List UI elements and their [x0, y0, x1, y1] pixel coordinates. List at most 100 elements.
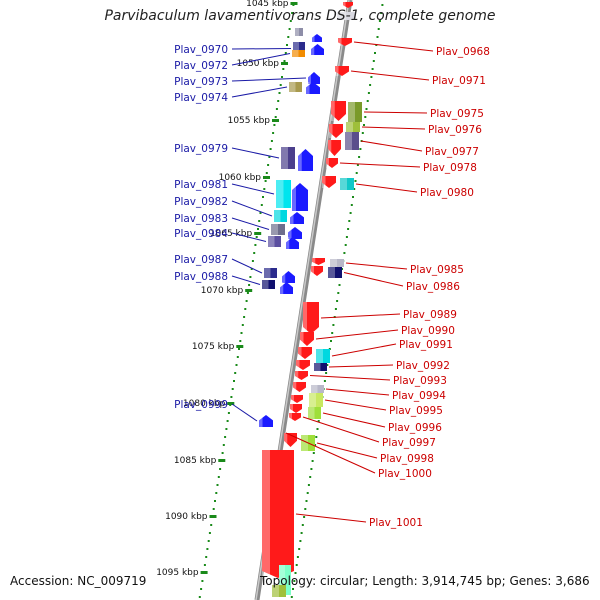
guide-dot: [365, 108, 368, 110]
scale-dot: [198, 596, 201, 598]
guide-dot: [337, 292, 340, 294]
reverse-gene-feature: [309, 393, 323, 407]
reverse-gene-label: Plav_0994: [392, 390, 446, 402]
reverse-gene-leader: [363, 111, 428, 114]
reverse-gene-arrow: [326, 158, 338, 168]
reverse-gene-feature: [311, 385, 324, 393]
forward-gene-arrow: [280, 282, 293, 294]
guide-dot: [326, 364, 329, 366]
reverse-gene-feature: [337, 12, 355, 20]
reverse-gene-label: Plav_0997: [382, 437, 436, 449]
guide-dot: [380, 12, 383, 14]
forward-gene-arrow-shade: [280, 282, 284, 294]
scale-dot: [215, 492, 218, 494]
scale-dot: [249, 276, 252, 278]
guide-dot: [305, 500, 308, 502]
guide-dot: [331, 332, 334, 334]
reverse-gene-leader: [353, 41, 434, 52]
reverse-gene-arrow: [338, 38, 352, 46]
guide-dot: [310, 468, 313, 470]
reverse-gene-leader: [302, 416, 380, 443]
reverse-gene-leader: [328, 364, 394, 368]
forward-gene-arrow-shade: [306, 82, 310, 94]
guide-dot: [317, 420, 320, 422]
reverse-gene-feature: [330, 259, 344, 267]
reverse-gene-arrow-shade: [322, 176, 326, 188]
guide-dot: [311, 460, 314, 462]
guide-dot: [332, 324, 335, 326]
reverse-gene-arrow: [311, 266, 323, 276]
scale-dot: [278, 92, 281, 94]
scale-label: 1065 kbp: [210, 229, 253, 239]
reverse-gene-leader: [315, 329, 399, 340]
scale-dot: [267, 164, 270, 166]
reverse-gene-arrow-shade: [262, 450, 270, 578]
scale-dot: [283, 60, 286, 62]
forward-gene-feature-shade: [292, 50, 299, 57]
guide-dot: [307, 484, 310, 486]
reverse-gene-arrow-shade: [296, 360, 300, 370]
forward-gene-label: Plav_0984: [174, 228, 228, 240]
scale-dot: [236, 356, 239, 358]
scale-tick: [209, 515, 217, 518]
reverse-gene-arrow-shade: [295, 371, 299, 380]
guide-dot: [323, 380, 326, 382]
forward-gene-arrow-shade: [288, 227, 292, 239]
scale-dot: [268, 156, 271, 158]
scale-dot: [201, 580, 204, 582]
reverse-gene-arrow-shade: [290, 404, 293, 413]
forward-gene-feature-shade: [274, 210, 281, 222]
guide-dot: [309, 476, 312, 478]
guide-dot: [312, 452, 315, 454]
reverse-gene-arrow: [343, 2, 353, 8]
reverse-gene-label: Plav_0992: [396, 360, 450, 372]
scale-dot: [239, 340, 242, 342]
forward-gene-arrow-shade: [259, 415, 263, 427]
forward-gene-feature-shade: [295, 28, 299, 36]
reverse-gene-label: Plav_0989: [403, 309, 457, 321]
reverse-gene-leader: [324, 399, 387, 411]
reverse-gene-arrow: [312, 258, 325, 265]
reverse-gene-feature: [348, 102, 362, 122]
reverse-gene-feature-shade: [316, 349, 323, 363]
reverse-gene-leader: [350, 70, 430, 81]
scale-dot: [233, 380, 235, 382]
scale-dot: [226, 420, 229, 422]
reverse-gene-feature-shade: [272, 585, 279, 597]
guide-dot: [300, 532, 303, 534]
reverse-gene-feature: [346, 122, 360, 132]
scale-tick: [218, 459, 226, 462]
reverse-gene-label: Plav_0975: [430, 108, 484, 120]
scale-dot: [246, 292, 249, 294]
scale-label: 1070 kbp: [201, 286, 244, 296]
genome-summary-text: Topology: circular; Length: 3,914,745 bp…: [260, 574, 590, 588]
scale-dot: [224, 436, 227, 438]
reverse-gene-arrow: [300, 332, 314, 346]
guide-dot: [336, 300, 339, 302]
scale-label: 1075 kbp: [192, 342, 235, 352]
reverse-gene-arrow: [303, 302, 319, 334]
scale-label: 1090 kbp: [165, 512, 208, 522]
scale-dot: [206, 548, 209, 550]
reverse-gene-arrow: [291, 395, 303, 403]
guide-dot: [377, 28, 380, 30]
scale-label: 1085 kbp: [174, 456, 217, 466]
forward-gene-feature: [295, 28, 303, 36]
guide-dot: [338, 284, 341, 286]
forward-gene-label: Plav_0972: [174, 60, 228, 72]
scale-dot: [272, 132, 275, 134]
reverse-gene-feature-shade: [348, 102, 355, 122]
forward-gene-arrow: [282, 271, 295, 283]
forward-gene-label: Plav_0988: [174, 271, 228, 283]
guide-dot: [334, 308, 337, 310]
scale-tick: [281, 62, 288, 65]
forward-gene-label: Plav_0974: [174, 92, 228, 104]
reverse-gene-feature: [314, 363, 327, 371]
forward-gene-feature-shade: [268, 236, 275, 247]
forward-gene-label: Plav_0987: [174, 254, 228, 266]
forward-gene-feature-shade: [264, 268, 271, 278]
reverse-gene-label: Plav_1000: [378, 468, 432, 480]
guide-dot: [374, 52, 376, 54]
reverse-gene-arrow: [335, 66, 349, 76]
